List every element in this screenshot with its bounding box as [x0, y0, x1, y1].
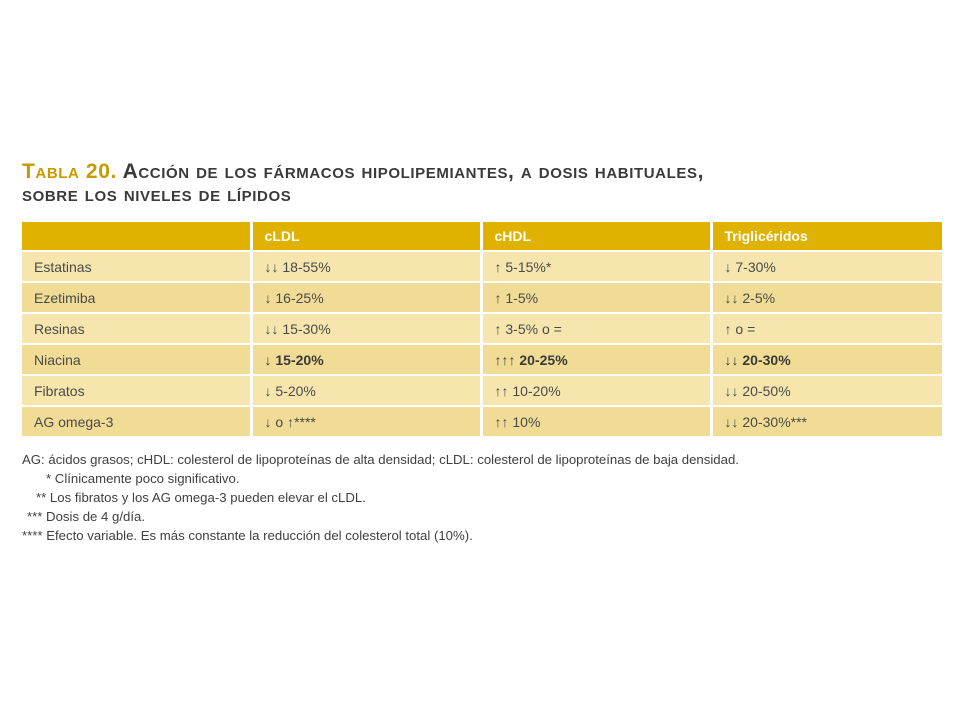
- cldl-value: ↓ o ↑****: [251, 405, 483, 436]
- cldl-value: ↓↓ 15-30%: [251, 312, 483, 344]
- lipid-drugs-table: cLDL cHDL Triglicéridos Estatinas ↓↓ 18-…: [22, 222, 942, 436]
- header-drug: [22, 222, 253, 251]
- cldl-value: ↓ 16-25%: [251, 281, 483, 313]
- table-header-row: cLDL cHDL Triglicéridos: [22, 222, 942, 251]
- cldl-value: ↓ 5-20%: [251, 374, 483, 406]
- tg-value: ↓↓ 20-30%***: [711, 405, 942, 436]
- table-row: Estatinas ↓↓ 18-55% ↑ 5-15%* ↓ 7-30%: [22, 250, 942, 282]
- footnote-1: * Clínicamente poco significativo.: [46, 471, 240, 486]
- table-row: Resinas ↓↓ 15-30% ↑ 3-5% o = ↑ o =: [22, 312, 942, 344]
- tg-value: ↓↓ 20-30%: [711, 343, 942, 375]
- table-row: AG omega-3 ↓ o ↑**** ↑↑ 10% ↓↓ 20-30%***: [22, 405, 942, 436]
- footnote-4: **** Efecto variable. Es más constante l…: [22, 528, 473, 543]
- tg-value: ↓↓ 2-5%: [711, 281, 942, 313]
- header-cldl: cLDL: [251, 222, 483, 251]
- table-title-line2: sobre los niveles de lípidos: [22, 183, 292, 206]
- header-triglycerides: Triglicéridos: [711, 222, 942, 251]
- table-row: Niacina ↓ 15-20% ↑↑↑ 20-25% ↓↓ 20-30%: [22, 343, 942, 375]
- chdl-value: ↑ 1-5%: [481, 281, 713, 313]
- table-row: Fibratos ↓ 5-20% ↑↑ 10-20% ↓↓ 20-50%: [22, 374, 942, 406]
- document: Tabla 20. Acción de los fármacos hipolip…: [22, 160, 942, 545]
- drug-name: Ezetimiba: [22, 281, 253, 313]
- tg-value: ↓ 7-30%: [711, 250, 942, 282]
- chdl-value: ↑ 5-15%*: [481, 250, 713, 282]
- table-title-label: Tabla 20.: [22, 160, 117, 183]
- tg-value: ↑ o =: [711, 312, 942, 344]
- cldl-value: ↓↓ 18-55%: [251, 250, 483, 282]
- abbreviations-note: AG: ácidos grasos; cHDL: colesterol de l…: [22, 452, 739, 467]
- drug-name: AG omega-3: [22, 405, 253, 436]
- drug-name: Niacina: [22, 343, 253, 375]
- footnote-3: *** Dosis de 4 g/día.: [27, 509, 146, 524]
- footnote-2: ** Los fibratos y los AG omega-3 pueden …: [36, 490, 366, 505]
- table-row: Ezetimiba ↓ 16-25% ↑ 1-5% ↓↓ 2-5%: [22, 281, 942, 313]
- header-chdl: cHDL: [481, 222, 713, 251]
- cldl-value: ↓ 15-20%: [251, 343, 483, 375]
- chdl-value: ↑↑↑ 20-25%: [481, 343, 713, 375]
- table-title-line1: Acción de los fármacos hipolipemiantes, …: [122, 160, 705, 183]
- table-title: Tabla 20. Acción de los fármacos hipolip…: [22, 160, 942, 206]
- drug-name: Estatinas: [22, 250, 253, 282]
- chdl-value: ↑ 3-5% o =: [481, 312, 713, 344]
- chdl-value: ↑↑ 10-20%: [481, 374, 713, 406]
- tg-value: ↓↓ 20-50%: [711, 374, 942, 406]
- drug-name: Resinas: [22, 312, 253, 344]
- drug-name: Fibratos: [22, 374, 253, 406]
- table-footnotes: AG: ácidos grasos; cHDL: colesterol de l…: [22, 450, 942, 545]
- chdl-value: ↑↑ 10%: [481, 405, 713, 436]
